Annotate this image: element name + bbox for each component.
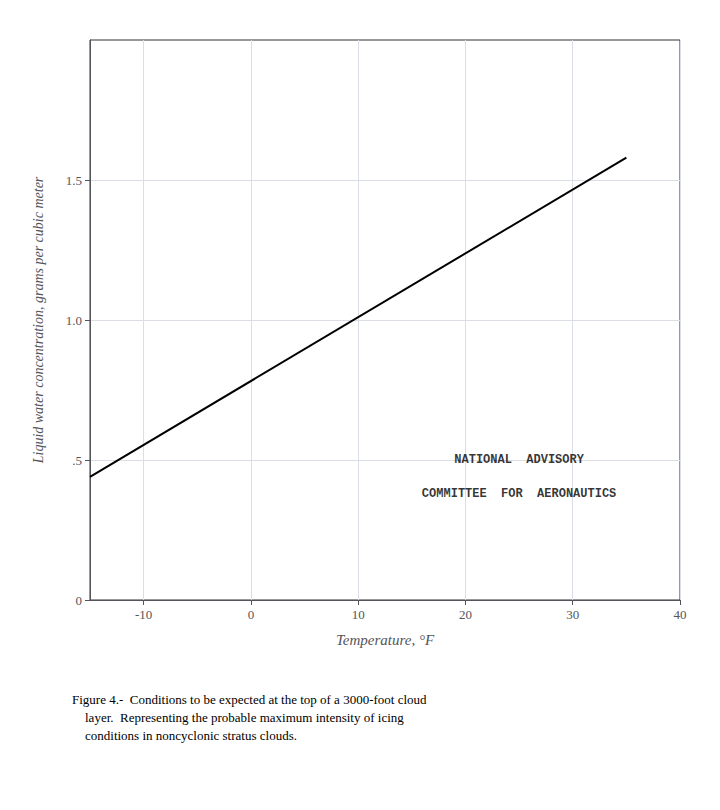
- svg-text:1.0: 1.0: [66, 313, 82, 328]
- svg-text:10: 10: [352, 607, 365, 622]
- svg-text:40: 40: [674, 607, 687, 622]
- svg-text:0: 0: [76, 593, 83, 608]
- svg-text:conditions in noncyclonic stra: conditions in noncyclonic stratus clouds…: [72, 728, 297, 743]
- svg-text:.5: .5: [72, 453, 82, 468]
- svg-text:Figure 4.- Conditions to be e: Figure 4.- Conditions to be expected at …: [72, 692, 427, 707]
- svg-text:20: 20: [459, 607, 472, 622]
- svg-text:COMMITTEE FOR AERONAUTICS: COMMITTEE FOR AERONAUTICS: [422, 487, 616, 501]
- svg-text:layer. Representing the proba: layer. Representing the probable maximum…: [72, 710, 404, 725]
- svg-text:0: 0: [248, 607, 255, 622]
- svg-text:1.5: 1.5: [66, 173, 82, 188]
- svg-text:-10: -10: [135, 607, 152, 622]
- svg-text:30: 30: [566, 607, 579, 622]
- svg-text:NATIONAL ADVISORY: NATIONAL ADVISORY: [454, 453, 584, 467]
- svg-text:Liquid water concentration, gr: Liquid water concentration, grams per cu…: [31, 176, 46, 464]
- svg-text:Temperature, °F: Temperature, °F: [336, 632, 435, 648]
